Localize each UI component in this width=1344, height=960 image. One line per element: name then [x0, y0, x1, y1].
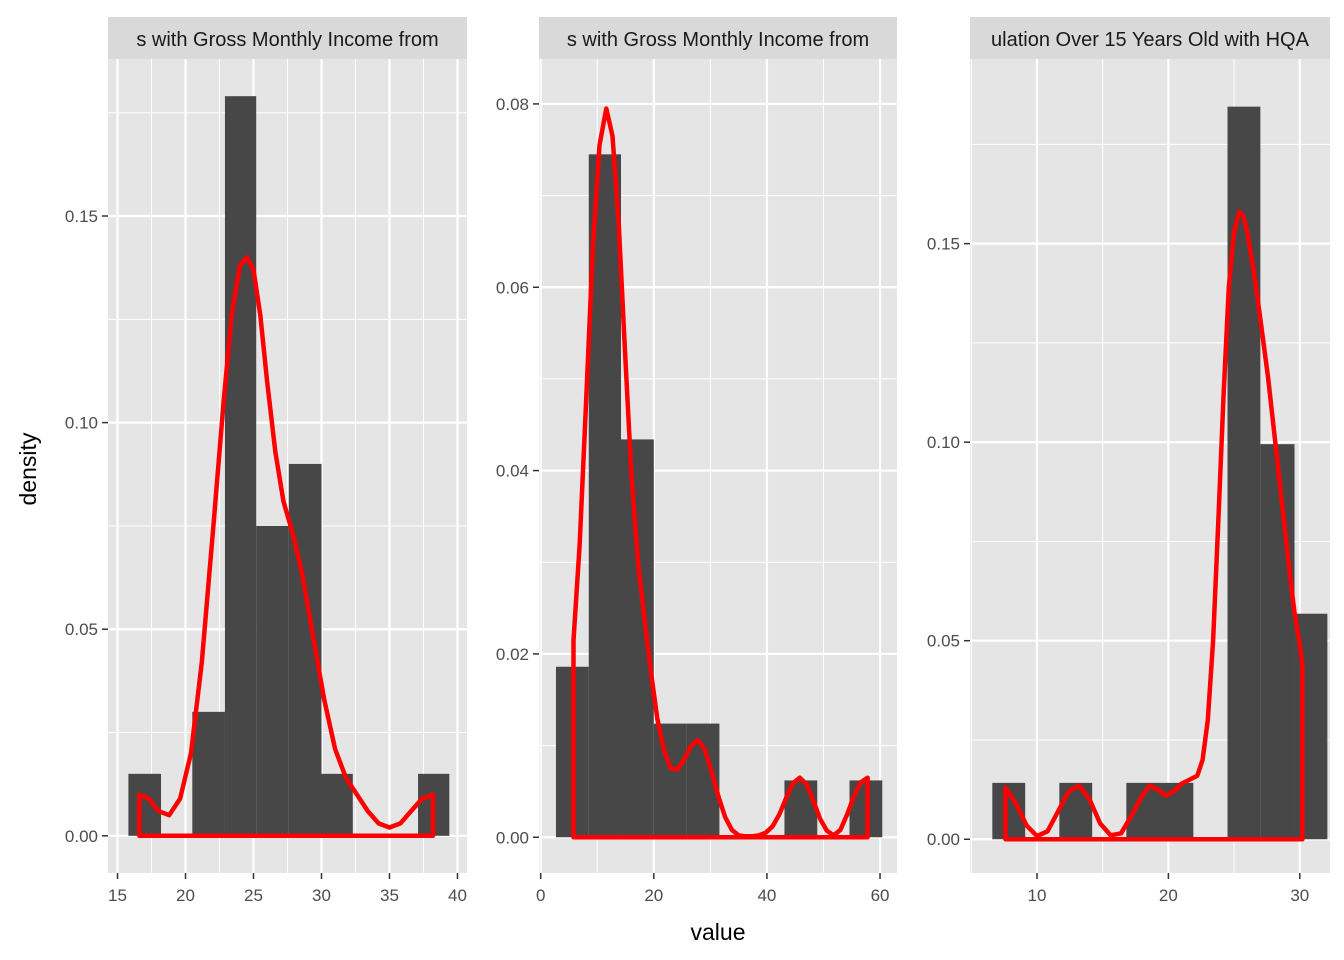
x-tick-label: 40: [757, 886, 776, 905]
histogram-bars: [128, 96, 450, 836]
x-tick-label: 15: [108, 886, 127, 905]
facet-strip-title: s with Gross Monthly Income from: [136, 29, 438, 51]
x-tick-label: 25: [244, 886, 263, 905]
x-tick-label: 20: [1159, 886, 1178, 905]
x-tick-label: 35: [380, 886, 399, 905]
y-tick-label: 0.15: [65, 207, 98, 226]
x-tick-label: 0: [536, 886, 545, 905]
histogram-bar: [1260, 444, 1295, 840]
y-tick-label: 0.10: [65, 414, 98, 433]
density-curve: [1003, 209, 1305, 842]
histogram-bar: [256, 525, 289, 836]
facet-panel-3: ulation Over 15 Years Old with HQA 0.00 0.…: [927, 17, 1330, 905]
facet-strip: [108, 17, 467, 59]
facet-strip-title: s with Gross Monthly Income from: [567, 29, 869, 51]
x-tick-label: 60: [871, 886, 890, 905]
y-tick-label: 0.05: [927, 632, 960, 651]
facet-strip: [970, 17, 1330, 59]
y-tick-label: 0.08: [496, 95, 529, 114]
y-tick-label: 0.05: [65, 620, 98, 639]
histogram-bar: [224, 96, 257, 836]
y-axis-title: density: [15, 432, 41, 505]
y-tick-label: 0.10: [927, 433, 960, 452]
x-tick-label: 20: [176, 886, 195, 905]
x-axis-title: value: [691, 919, 746, 945]
density-curve: [571, 106, 870, 840]
histogram-bar: [653, 723, 687, 838]
y-tick-label: 0.02: [496, 645, 529, 664]
facet-strip: [539, 17, 897, 59]
y-tick-label: 0.00: [927, 830, 960, 849]
histogram-bars: [992, 106, 1328, 840]
histogram-bar: [1160, 782, 1194, 840]
histogram-bar: [192, 711, 225, 836]
y-tick-label: 0.06: [496, 278, 529, 297]
x-tick-label: 10: [1028, 886, 1047, 905]
y-tick-label: 0.00: [65, 827, 98, 846]
x-tick-label: 20: [644, 886, 663, 905]
facet-panel-1: s with Gross Monthly Income from 0.00 0.05…: [65, 17, 467, 905]
y-tick-label: 0.04: [496, 462, 529, 481]
x-tick-label: 30: [312, 886, 331, 905]
facet-panels: s with Gross Monthly Income from 0.00 0.05…: [65, 17, 1330, 905]
y-tick-label: 0.15: [927, 235, 960, 254]
density-curve: [137, 255, 436, 839]
facet-strip-title: ulation Over 15 Years Old with HQA: [991, 29, 1310, 51]
histogram-bar: [1059, 782, 1093, 840]
x-tick-label: 30: [1290, 886, 1309, 905]
y-tick-label: 0.00: [496, 828, 529, 847]
x-tick-label: 40: [448, 886, 467, 905]
facet-panel-2: s with Gross Monthly Income from 0.00 0.02…: [496, 17, 897, 905]
